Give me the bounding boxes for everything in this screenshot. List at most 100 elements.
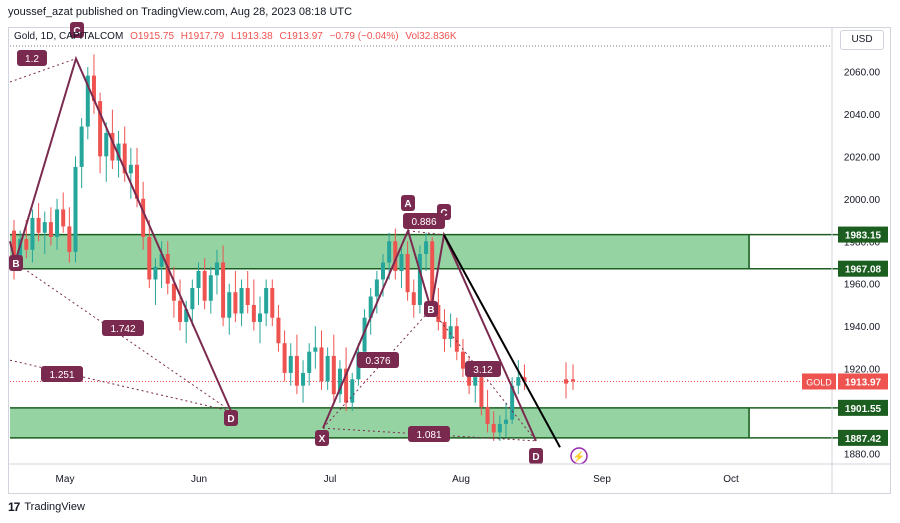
y-tick-label: 2040.00 [844,110,881,121]
footer-brand[interactable]: TradingView [24,501,85,513]
candle-body [313,347,318,352]
pattern1-line [9,55,232,412]
candle-body [55,209,60,238]
ratio-label-bg [403,213,445,229]
pattern2-ratio-line [430,308,537,442]
candle-body [564,379,568,384]
y-tick-label: 1920.00 [844,365,881,376]
ohlc-high: H1917.79 [180,31,225,42]
zone-price-tag [838,226,888,243]
y-tick-label: 2020.00 [844,152,881,163]
candle-body [251,304,256,322]
candle-body [233,292,238,314]
candle-body [374,279,379,297]
pattern1-ratio-line [14,262,232,412]
zone-price-tag [838,399,888,416]
candle-body [67,226,72,252]
y-tick-label: 1960.00 [844,280,881,291]
candle-body [202,270,207,301]
y-tick-label: 1880.00 [844,450,881,461]
candle-body [48,222,53,238]
candle-body [510,385,515,420]
ratio-label-bg [465,361,501,377]
candle-body [473,377,478,386]
x-tick-label: Sep [593,474,611,485]
candle-body [344,368,349,403]
candle-body [258,313,262,322]
chart-frame[interactable] [8,27,891,494]
volume-value: Vol32.836K [405,31,457,42]
x-tick-label: Jun [191,474,207,485]
candle-body [485,406,490,424]
lightning-icon-glyph: ⚡ [573,450,585,463]
candle-body [436,304,441,322]
y-tick-label: 2000.00 [844,195,881,206]
candle-body [98,101,103,157]
candle-body [214,262,219,276]
current-price-label: 1913.97 [845,377,882,388]
candle-body [350,379,355,403]
ratio-label: 1.742 [110,324,135,335]
symbol-price-tag [802,373,836,390]
candle-body [424,241,429,254]
pattern2-point-D-bg [529,448,543,464]
zone-price-label: 1967.08 [845,265,882,276]
candle-body [301,372,306,386]
currency-selector[interactable]: USD [840,30,884,50]
candle-body [276,317,281,344]
pattern1-point-D: D [227,414,234,425]
x-tick-label: Jul [324,474,337,485]
ratio-label: 3.12 [473,365,493,376]
candle-body [79,126,84,167]
candle-body [178,300,183,322]
ratio-label: 1.081 [416,430,441,441]
candle-body [36,217,41,233]
candle-body [73,166,78,252]
candle-body [417,254,422,305]
candle-body [454,326,459,352]
candle-body [196,270,201,288]
zone-price-label: 1887.42 [845,434,882,445]
candle-body [448,326,453,339]
trend-line [443,234,561,448]
candle-body [522,377,527,382]
candle-body [122,143,127,174]
candle-body [307,351,312,373]
ohlc-low: L1913.38 [230,31,273,42]
zone-1-fill [10,234,750,269]
zone-2-fill [10,407,750,438]
tradingview-logo-icon[interactable]: 17 [8,500,20,514]
candle-body [104,132,109,157]
ratio-label-bg [408,426,450,442]
candle-body [245,287,250,305]
candle-body [288,355,293,373]
candle-body [171,283,176,301]
candle-body [135,164,139,199]
candle-body [381,262,385,280]
symbol-name[interactable]: Gold, 1D, CAPITALCOM [14,31,124,42]
candle-body [467,368,472,386]
candle-body [190,287,195,310]
footer: 17 TradingView [8,500,85,514]
candle-body [282,343,287,373]
y-tick-label: 2060.00 [844,67,881,78]
candle-body [325,355,330,382]
ohlc-change: −0.79 (−0.04%) [329,31,399,42]
ratio-label: 1.2 [25,54,39,65]
pattern1-ratio-line [9,58,77,83]
ratio-label: 0.376 [365,356,390,367]
candle-body [147,237,152,280]
candle-body [460,351,465,369]
candle-body [221,262,226,318]
candle-body [116,143,121,161]
pattern2-point-D: D [532,452,539,463]
candle-body [387,241,392,263]
y-tick-label: 1980.00 [844,237,881,248]
candle-body [491,423,496,433]
candle-body [184,309,189,322]
candle-body [571,379,575,382]
ohlc-open: O1915.75 [130,31,175,42]
x-tick-label: Oct [723,474,739,485]
pattern2-point-A: A [404,199,411,210]
